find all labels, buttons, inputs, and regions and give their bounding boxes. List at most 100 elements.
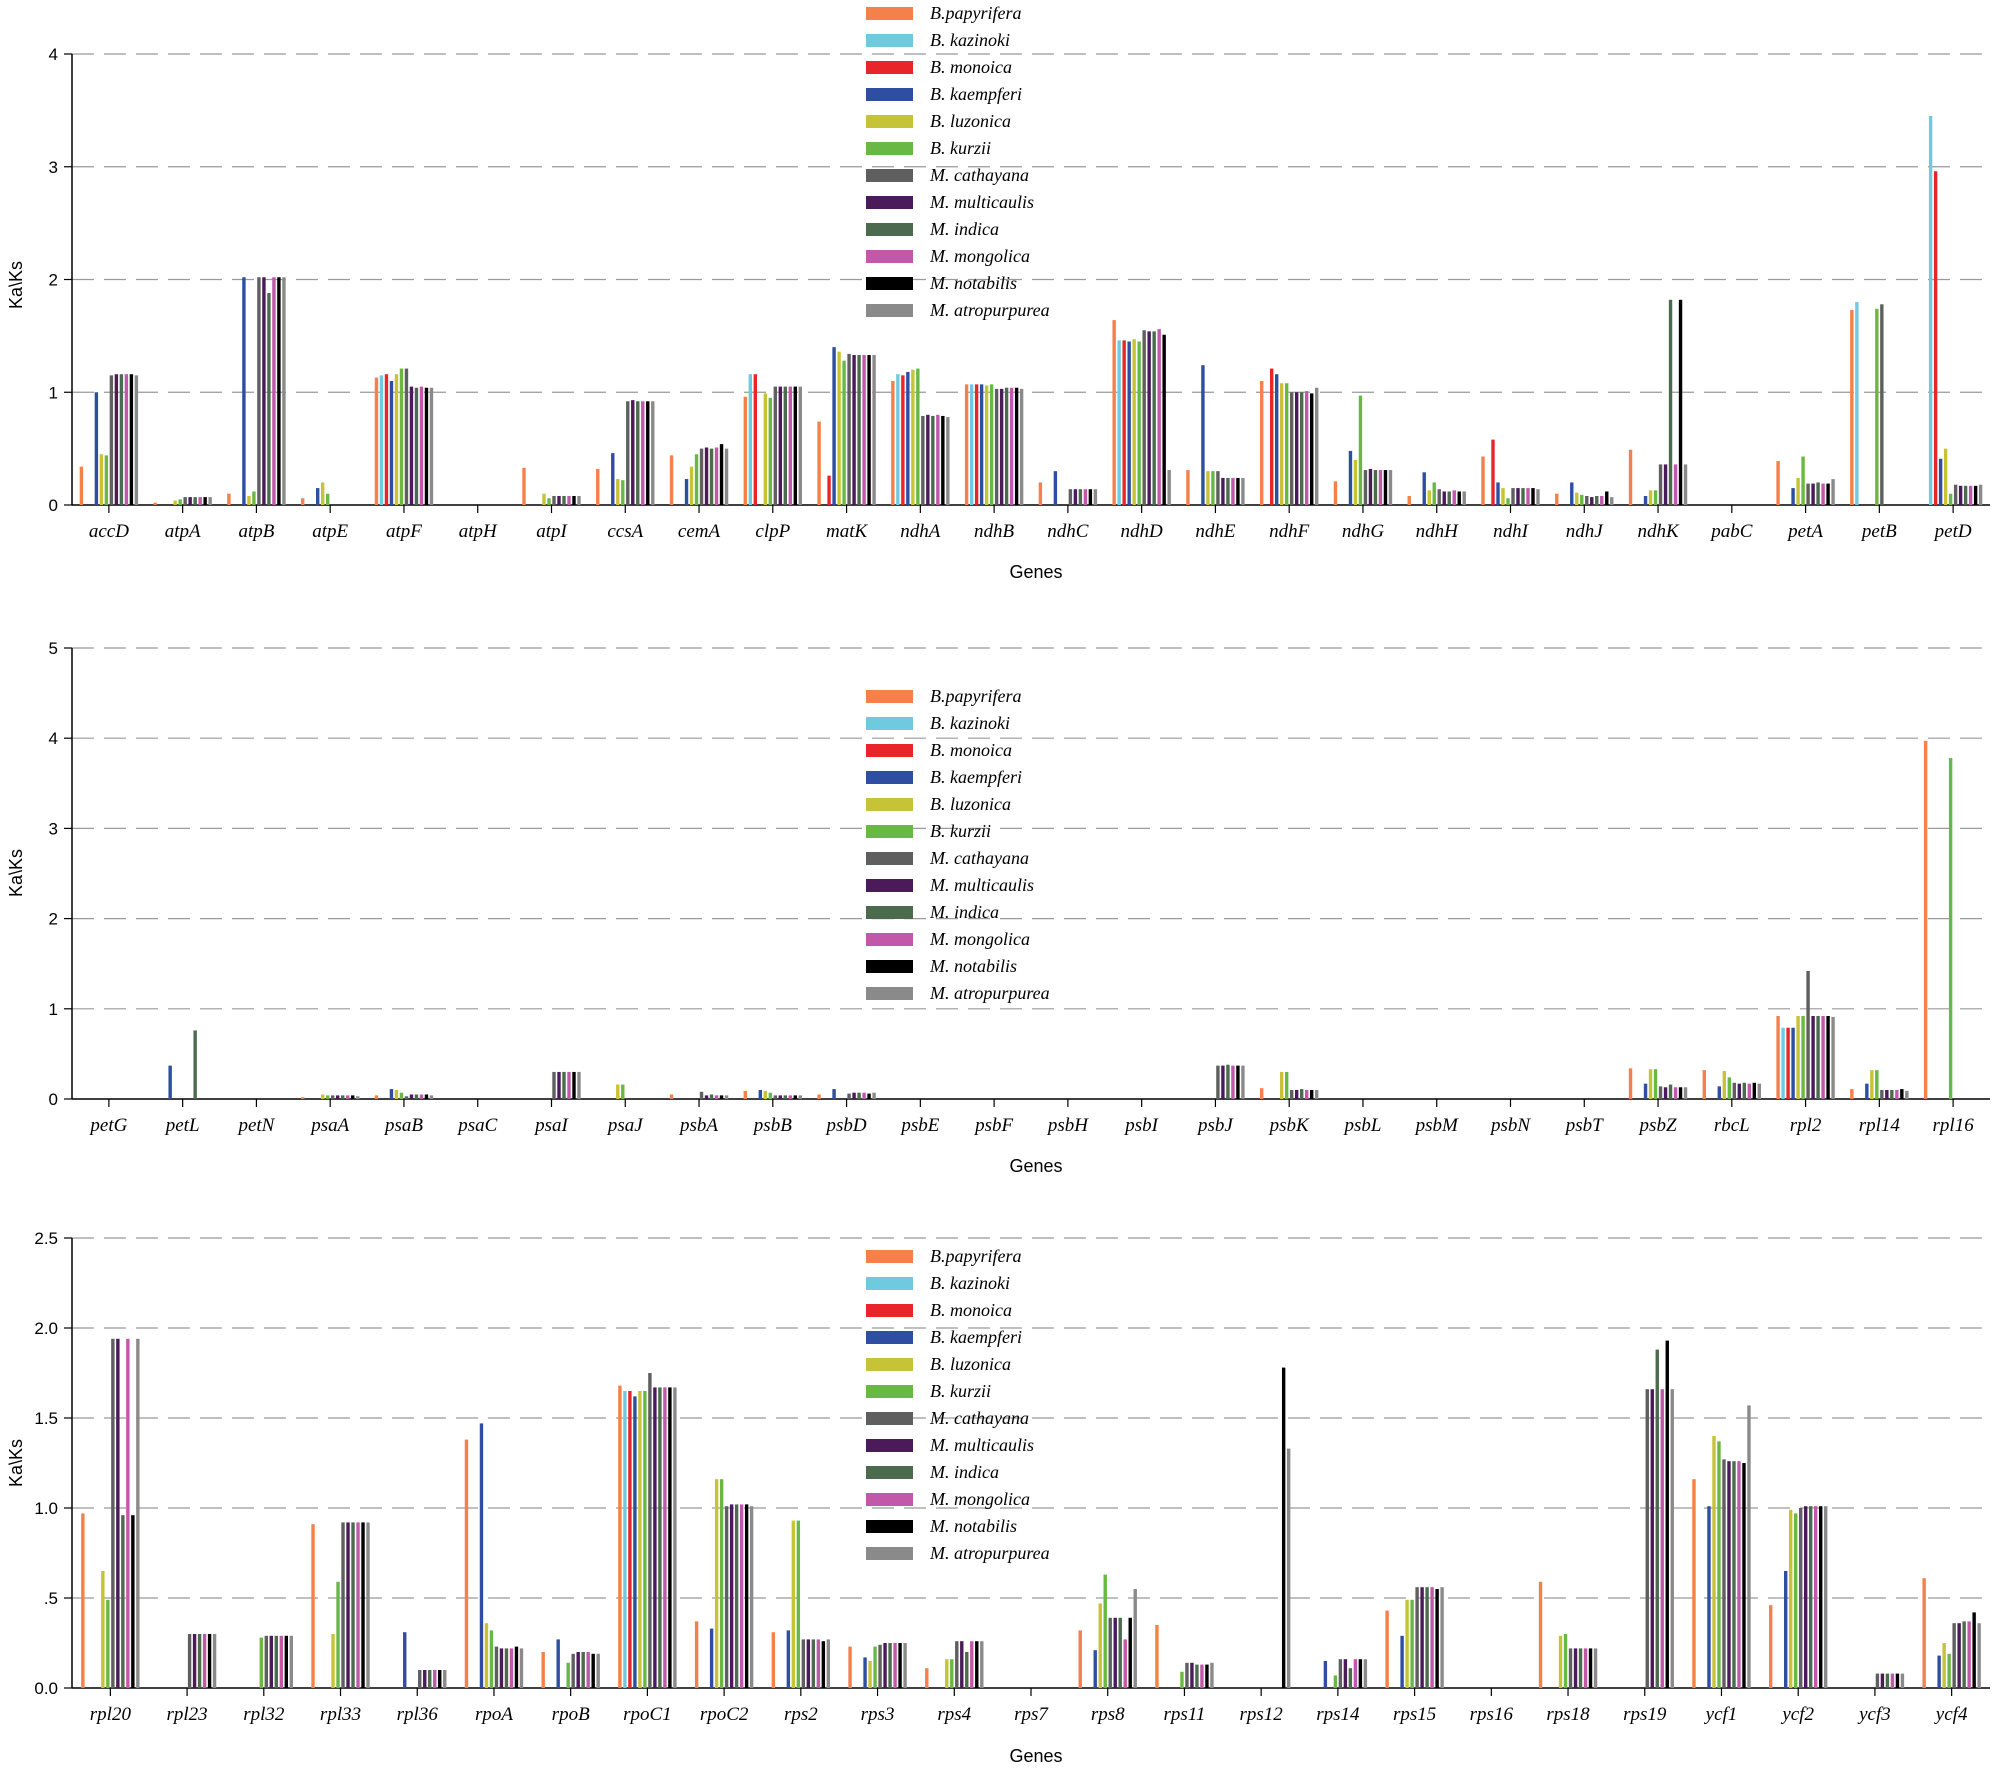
bar-psbK-5 — [1284, 1071, 1289, 1099]
bar-rbcL-5 — [1727, 1077, 1732, 1099]
x-tick-label-ndhC: ndhC — [1047, 521, 1089, 542]
bar-ndhD-1 — [1117, 340, 1121, 505]
x-tick-label-psbI: psbI — [1123, 1115, 1159, 1136]
x-tick-label-ndhI: ndhI — [1493, 521, 1530, 542]
bar-rpl23-7 — [192, 1634, 197, 1688]
bar-psbD-3 — [832, 1089, 836, 1099]
bar-accD-7 — [114, 374, 119, 505]
x-tick-label-psbM: psbM — [1414, 1115, 1459, 1136]
bar-ndhG-0 — [1333, 481, 1338, 505]
x-axis-title: Genes — [1009, 1156, 1062, 1176]
bar-psbJ-11 — [1241, 1065, 1245, 1099]
bar-ndhI-9 — [1526, 488, 1530, 505]
bar-ycf3-6 — [1875, 1673, 1880, 1688]
bar-ndhH-8 — [1447, 491, 1451, 505]
bar-ycf4-4 — [1942, 1643, 1946, 1688]
x-tick-label-psbH: psbH — [1046, 1115, 1089, 1136]
bar-rpl36-8 — [428, 1670, 432, 1688]
legend-swatch — [866, 744, 913, 757]
bar-ndhI-4 — [1501, 488, 1505, 505]
bar-atpA-7 — [188, 497, 192, 505]
bar-psbB-11 — [798, 1095, 803, 1099]
bar-rpl2-6 — [1806, 970, 1810, 1099]
legend-label: B.papyrifera — [930, 686, 1022, 706]
legend-label: M. notabilis — [929, 1516, 1017, 1536]
x-tick-label-rps11: rps11 — [1163, 1704, 1205, 1725]
y-tick-label: 1.5 — [34, 1409, 58, 1428]
bar-rpoC2-8 — [734, 1504, 739, 1688]
bar-petA-9 — [1821, 483, 1825, 505]
bar-ndhH-0 — [1407, 495, 1411, 505]
bar-rps3-11 — [903, 1643, 907, 1688]
x-tick-label-rpl16: rpl16 — [1933, 1115, 1975, 1136]
legend-swatch — [866, 771, 913, 784]
bar-atpB-5 — [252, 491, 256, 505]
x-tick-label-rpl36: rpl36 — [397, 1704, 439, 1725]
bar-matK-10 — [867, 355, 871, 505]
bar-rps8-7 — [1113, 1617, 1117, 1688]
bar-atpI-5 — [547, 498, 551, 505]
bar-ndhH-3 — [1422, 472, 1426, 505]
bar-atpA-4 — [173, 500, 177, 505]
bar-ndhC-11 — [1093, 489, 1098, 505]
bar-atpA-9 — [198, 497, 202, 505]
bar-rpl20-4 — [101, 1571, 105, 1688]
x-tick-label-ycf2: ycf2 — [1780, 1704, 1814, 1725]
x-tick-label-psaJ: psaJ — [606, 1115, 644, 1136]
bar-ndhK-10 — [1678, 299, 1683, 505]
bar-psaA-8 — [340, 1095, 345, 1099]
bar-rpl14-8 — [1890, 1089, 1894, 1099]
legend-swatch — [866, 277, 913, 290]
bar-rpoC2-7 — [729, 1504, 734, 1688]
y-tick-label: 1 — [49, 383, 58, 402]
bar-ycf4-7 — [1957, 1623, 1961, 1688]
bar-rpl2-9 — [1821, 1016, 1825, 1099]
bar-psbD-8 — [857, 1092, 861, 1099]
bar-petB-1 — [1855, 302, 1859, 505]
bar-ndhA-10 — [941, 415, 945, 505]
x-tick-label-rps19: rps19 — [1623, 1704, 1667, 1725]
bar-ndhK-3 — [1643, 495, 1648, 505]
bar-psbZ-8 — [1668, 1084, 1673, 1099]
x-tick-label-rpl32: rpl32 — [243, 1704, 285, 1725]
bar-ndhA-7 — [926, 414, 930, 505]
bar-ndhD-3 — [1127, 341, 1131, 505]
bar-ndhE-6 — [1216, 471, 1220, 505]
bar-rps14-9 — [1353, 1659, 1358, 1688]
bar-cemA-6 — [699, 448, 704, 505]
bar-rpl33-0 — [311, 1524, 315, 1688]
bar-psbB-3 — [758, 1089, 763, 1099]
bar-ccsA-11 — [651, 401, 655, 505]
bar-ndhI-5 — [1506, 498, 1510, 505]
legend-swatch — [866, 1304, 913, 1317]
legend-label: M. notabilis — [929, 956, 1017, 976]
bar-ycf4-10 — [1972, 1612, 1976, 1688]
x-tick-label-psaI: psaI — [533, 1115, 569, 1136]
x-tick-label-ycf1: ycf1 — [1704, 1704, 1738, 1725]
legend: B.papyrifera B. kazinoki B. monoica B. kaem… — [866, 686, 1050, 1003]
bar-psbZ-7 — [1663, 1087, 1668, 1099]
bar-rps18-11 — [1593, 1648, 1598, 1688]
bar-rps15-7 — [1420, 1587, 1424, 1688]
x-tick-label-ndhK: ndhK — [1637, 521, 1680, 542]
x-axis-title: Genes — [1009, 1746, 1062, 1766]
bar-matK-6 — [847, 353, 851, 505]
bar-rps11-6 — [1185, 1662, 1189, 1688]
bar-rpl14-11 — [1905, 1090, 1909, 1099]
bar-psaB-8 — [414, 1094, 419, 1099]
x-tick-label-psbJ: psbJ — [1196, 1115, 1234, 1136]
bar-atpF-4 — [394, 374, 399, 505]
legend-label: B. luzonica — [930, 794, 1011, 814]
legend-swatch — [866, 1358, 913, 1371]
bar-rps3-9 — [893, 1643, 897, 1688]
x-tick-label-psbK: psbK — [1268, 1115, 1310, 1136]
bar-psaA-4 — [320, 1094, 325, 1099]
y-tick-label: 3 — [49, 819, 58, 838]
bar-matK-3 — [832, 347, 836, 505]
bar-rpoC2-0 — [694, 1621, 699, 1688]
legend-label: M. multicaulis — [929, 1435, 1034, 1455]
bar-rbcL-3 — [1717, 1086, 1722, 1099]
legend-label: M. indica — [929, 902, 999, 922]
bar-petA-7 — [1811, 483, 1815, 505]
